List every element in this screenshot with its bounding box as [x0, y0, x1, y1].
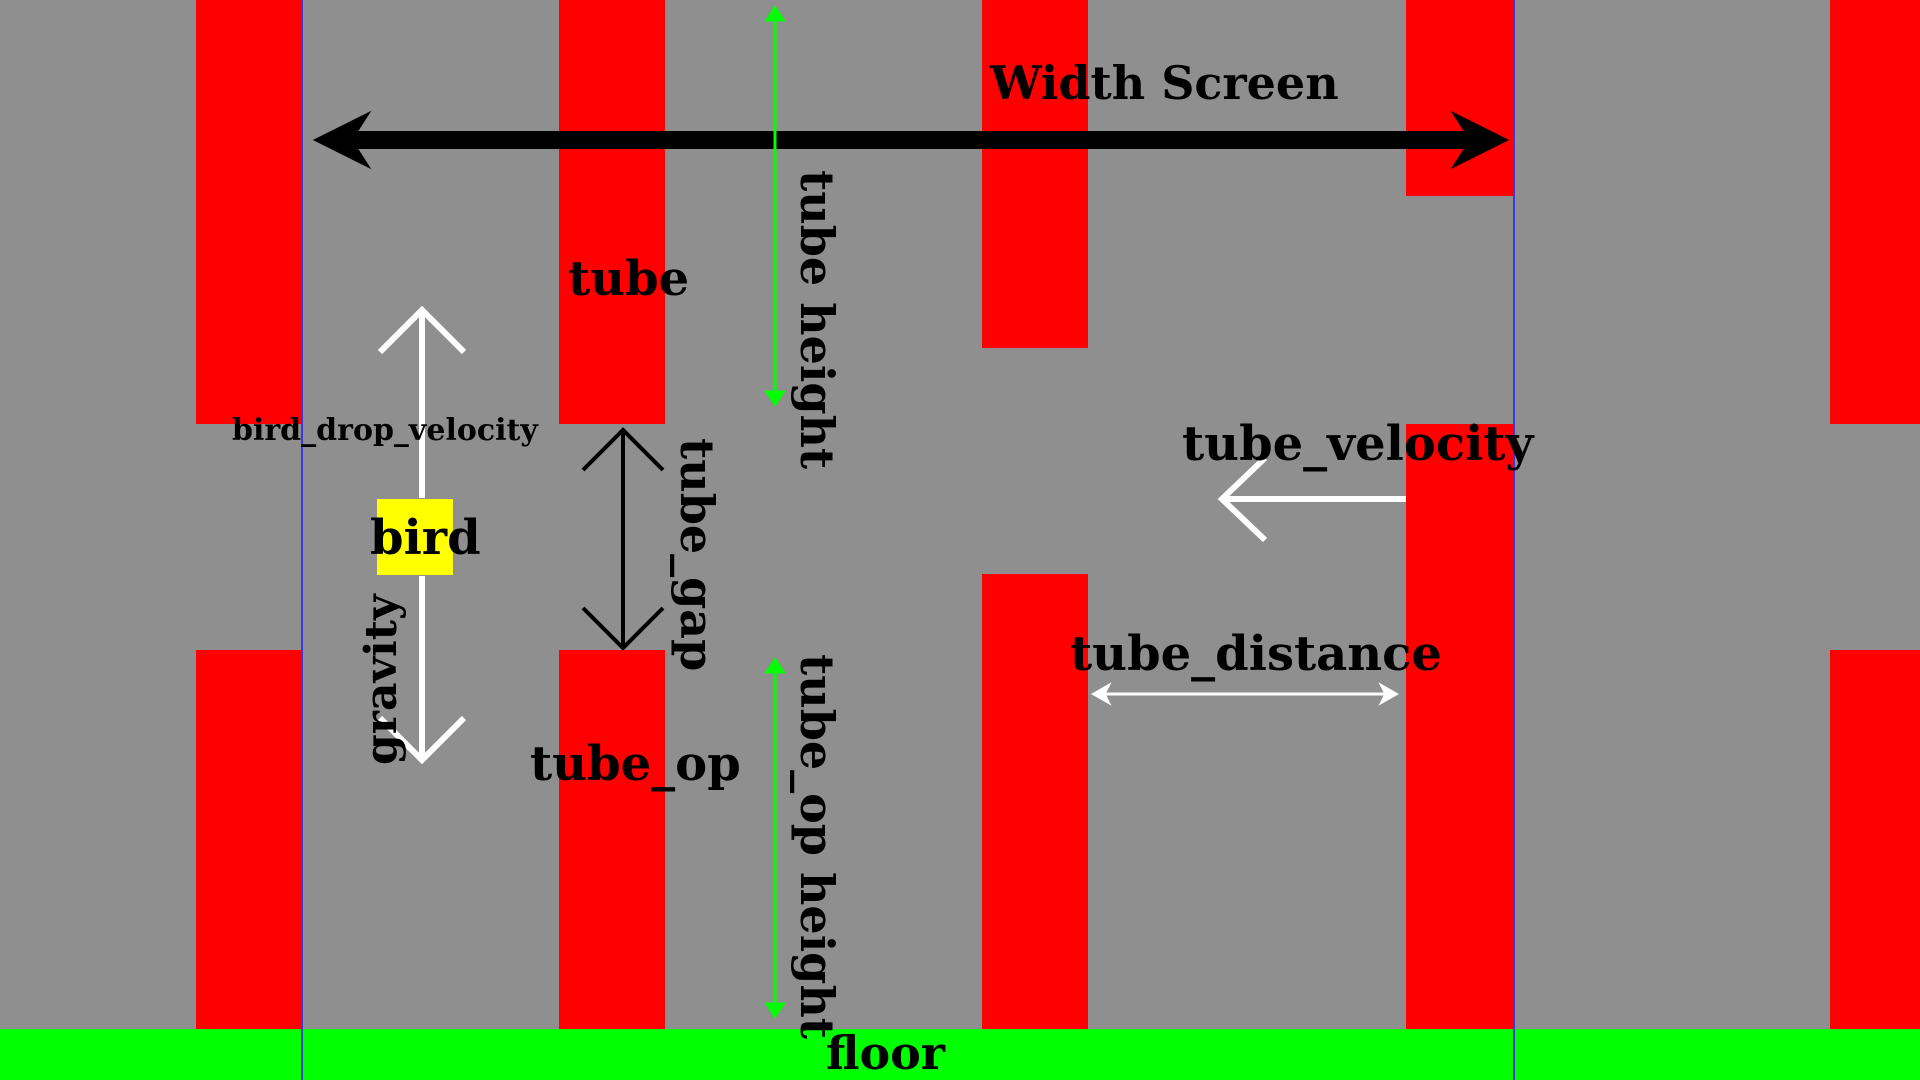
tube-bottom-1	[196, 650, 302, 1030]
tube-op-label: tube_op	[530, 736, 741, 792]
tube-top-5	[1830, 0, 1920, 424]
gravity-label: gravity	[356, 594, 407, 765]
screen-left-edge	[301, 0, 303, 1080]
tube-bottom-4	[1406, 424, 1514, 1030]
gravity-arrow	[377, 576, 467, 765]
floor-label: floor	[826, 1026, 946, 1080]
tube-top-2	[559, 0, 665, 424]
tube-bottom-3	[982, 574, 1088, 1030]
tube-top-1	[196, 0, 302, 424]
bird-drop-velocity-label: bird_drop_velocity	[232, 413, 538, 448]
width-screen-label: Width Screen	[990, 56, 1339, 110]
bird	[377, 499, 453, 575]
tube-distance-label: tube_distance	[1070, 626, 1442, 682]
tube-gap-arrow	[581, 427, 665, 651]
tube-bottom-5	[1830, 650, 1920, 1030]
tube-gap-label: tube_gap	[670, 438, 724, 672]
tube-height-arrow	[764, 5, 786, 407]
tube-bottom-2	[559, 650, 665, 1030]
tube-top-3	[982, 0, 1088, 348]
tube-distance-arrow	[1090, 682, 1400, 706]
tube-height-label: tube height	[790, 170, 844, 470]
tube-velocity-label: tube_velocity	[1182, 416, 1534, 472]
bird-label: bird	[370, 510, 481, 566]
screen-right-edge	[1513, 0, 1515, 1080]
width-screen-arrow	[312, 110, 1510, 170]
tube-op-height-arrow	[764, 657, 786, 1019]
floor	[0, 1029, 1920, 1080]
tube-velocity-arrow	[1217, 455, 1406, 543]
tube-label: tube	[568, 251, 690, 307]
tube-op-height-label: tube_op height	[790, 654, 844, 1040]
bird-drop-velocity-arrow	[377, 305, 467, 498]
